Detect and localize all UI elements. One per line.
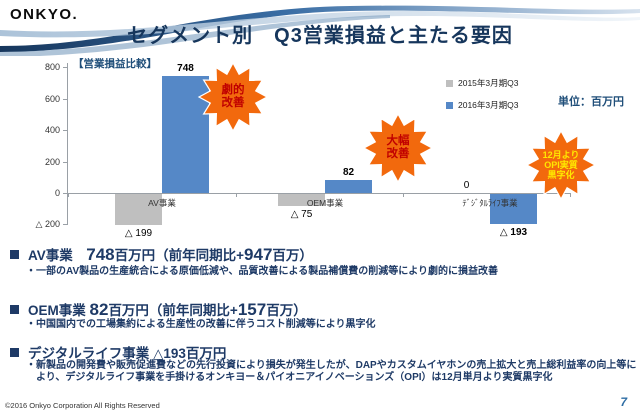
y-tick-label: 600	[44, 93, 60, 104]
starburst-shape-icon	[197, 61, 269, 133]
bullet-heading-oem: OEM事業 82百万円（前年同期比+157百万）	[10, 301, 307, 319]
y-tick-mark	[63, 98, 68, 100]
bar-2016年3月期Q3-OEM事業	[325, 180, 372, 193]
x-tick-mark	[235, 193, 237, 197]
y-tick-label: △ 200	[35, 219, 60, 230]
x-tick-mark	[570, 193, 571, 197]
data-label: 748	[177, 62, 194, 74]
x-tick-mark	[403, 193, 405, 197]
category-label: ﾃﾞｼﾞﾀﾙﾗｲﾌ事業	[462, 198, 518, 208]
annotation-burst-opi-profitable: 12月より OPI実質 黒字化	[521, 125, 601, 205]
y-tick-label: 800	[44, 62, 60, 73]
heading-text: AV事業	[28, 248, 87, 263]
heading-text: 百万）	[266, 303, 307, 318]
x-tick-mark	[68, 193, 69, 197]
heading-text: 百万円（前年同期比+	[114, 248, 245, 263]
unit-label: 単位：百万円	[558, 96, 624, 108]
heading-text: 百万円（前年同期比+	[108, 303, 238, 318]
annotation-text: 劇的 改善	[221, 84, 245, 109]
data-label: △ 75	[290, 208, 313, 220]
bar-2016年3月期Q3-ﾃﾞｼﾞﾀﾙﾗｲﾌ事業	[490, 194, 537, 225]
legend-label-2015: 2015年3月期Q3	[458, 78, 519, 88]
data-label: 82	[342, 167, 355, 179]
legend-item-2016: 2016年3月期Q3	[446, 99, 518, 111]
data-label: △ 193	[499, 227, 528, 239]
category-label: AV事業	[148, 198, 176, 208]
copyright-text: ©2016 Onkyo Corporation All Rights Reser…	[5, 401, 160, 410]
onkyo-logo: ONKYO.	[10, 6, 79, 23]
legend-item-2015: 2015年3月期Q3	[446, 77, 518, 89]
operating-profit-bar-chart: 800 600 400 200 0 △ 200 △ 199 △ 75 0 748 82 △ 193 AV…	[35, 62, 571, 240]
slide-title: セグメント別 Q3営業損益と主たる要因	[127, 25, 513, 47]
y-tick-mark	[63, 161, 68, 163]
heading-number: 748	[86, 245, 115, 264]
data-label: 0	[463, 180, 470, 191]
annotation-burst-dramatic-improvement: 劇的 改善	[193, 57, 273, 137]
data-label: △ 199	[124, 228, 153, 240]
bullet-square-icon	[10, 305, 19, 314]
bar-2016年3月期Q3-AV事業	[162, 75, 209, 193]
bullet-detail-oem: ・中国国内での工場集約による生産性の改善に伴うコスト削減等により黒字化	[26, 319, 376, 330]
starburst-shape-icon	[525, 129, 597, 201]
legend-label-2016: 2016年3月期Q3	[458, 100, 519, 110]
header-swoosh-graphic	[0, 5, 640, 56]
y-tick-mark	[63, 67, 68, 69]
bullet-square-icon	[10, 250, 19, 259]
bullet-heading-digital-life: デジタルライフ事業 △193百万円	[10, 344, 226, 362]
starburst-shape-icon	[362, 112, 434, 184]
y-tick-label: 200	[44, 156, 60, 167]
heading-number: 82	[89, 300, 109, 319]
bullet-square-icon	[10, 348, 19, 357]
y-tick-label: 400	[44, 125, 60, 136]
heading-number: 157	[237, 300, 267, 319]
legend-swatch-2016-icon	[446, 101, 453, 109]
y-tick-mark	[63, 193, 68, 194]
annotation-text: 大幅 改善	[386, 135, 410, 160]
x-axis-line	[68, 193, 570, 194]
bar-2015年3月期Q3-AV事業	[115, 194, 162, 226]
chart-section-label: 【営業損益比較】	[73, 58, 157, 70]
y-tick-label: 0	[54, 188, 60, 198]
y-tick-mark	[63, 130, 68, 132]
y-tick-mark	[63, 224, 68, 226]
page-number: 7	[620, 395, 627, 409]
y-axis-line	[67, 63, 68, 225]
category-label: OEM事業	[306, 198, 344, 208]
annotation-text: 12月より OPI実質 黒字化	[542, 149, 580, 181]
legend-swatch-2015-icon	[446, 79, 453, 87]
annotation-burst-major-improvement: 大幅 改善	[358, 108, 438, 188]
bullet-detail-av: ・一部のAV製品の生産統合による原価低減や、品質改善による製品補償費の削減等によ…	[26, 266, 499, 277]
bullet-detail-digital-life: ・新製品の開発費や販売促進費などの先行投資により損失が発生したが、DAPやカスタ…	[26, 360, 637, 383]
heading-text: デジタルライフ事業 △193百万円	[28, 346, 227, 361]
heading-text: 百万）	[272, 248, 313, 263]
heading-text: OEM事業	[28, 303, 90, 318]
bullet-heading-av: AV事業 748百万円（前年同期比+947百万）	[10, 246, 313, 264]
bar-2015年3月期Q3-OEM事業	[278, 194, 325, 206]
heading-number: 947	[244, 245, 273, 264]
